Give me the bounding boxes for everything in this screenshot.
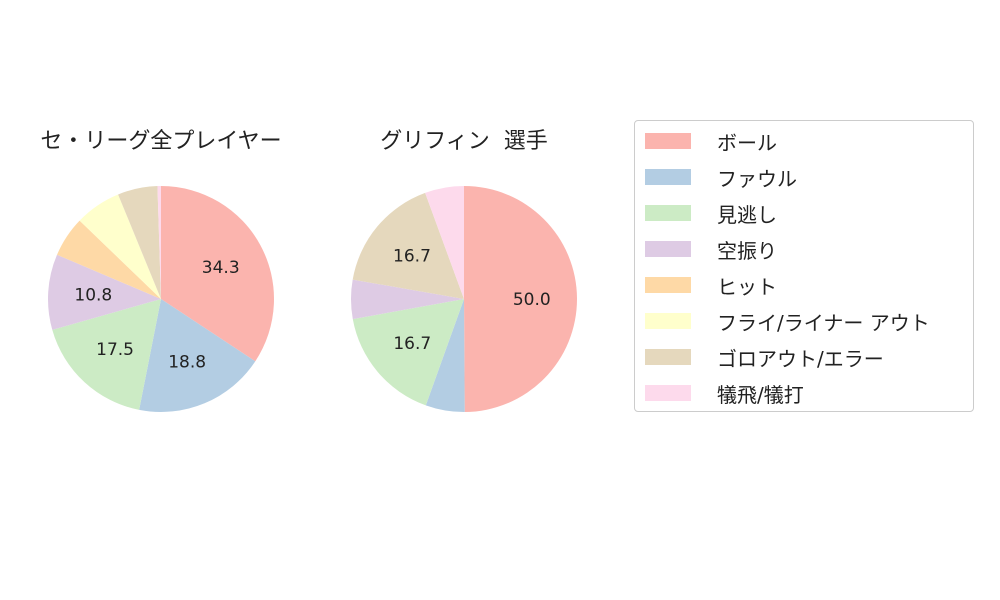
pie-slice-0-1: [139, 299, 256, 412]
pie-data-label-1-0: 50.0: [513, 290, 551, 310]
legend-item: 見逃し: [645, 201, 777, 227]
legend-swatch: [645, 349, 691, 365]
legend: ボールファウル見逃し空振りヒットフライ/ライナー アウト ゴロアウト/エラー 犠飛/…: [634, 120, 974, 412]
pie-slice-0-5: [79, 194, 161, 299]
pie-slice-0-7: [157, 186, 161, 299]
legend-item: ファウル: [645, 165, 797, 191]
legend-label: 空振り: [717, 238, 777, 263]
pie-title-league: セ・リーグ全プレイヤー: [40, 129, 281, 154]
pie-chart-player: 50.0 16.7 16.7: [351, 186, 577, 412]
pie-data-label-0-1: 18.8: [168, 353, 206, 373]
pie-title-player: グリフィン 選手: [380, 129, 548, 154]
legend-item: ゴロアウト/エラー: [645, 345, 884, 371]
pie-data-label-0-2: 17.5: [96, 340, 134, 360]
legend-item: 犠飛/犠打: [645, 381, 804, 407]
pie-slice-0-3: [48, 254, 162, 330]
pie-slice-1-3: [351, 279, 464, 320]
pie-slice-0-2: [52, 299, 161, 410]
pie-slice-1-2: [352, 299, 464, 406]
pie-data-label-1-6: 16.7: [393, 247, 431, 267]
legend-item: フライ/ライナー アウト: [645, 309, 930, 335]
pie-slice-1-6: [352, 192, 464, 299]
legend-label: ファウル: [717, 166, 797, 191]
legend-swatch: [645, 385, 691, 401]
legend-swatch: [645, 169, 691, 185]
pie-slice-0-6: [118, 186, 161, 299]
pie-slice-1-1: [425, 299, 465, 412]
pie-slice-1-7: [425, 186, 464, 299]
pie-data-label-0-0: 34.3: [202, 258, 240, 278]
legend-swatch: [645, 205, 691, 221]
legend-swatch: [645, 133, 691, 149]
pie-data-label-1-2: 16.7: [393, 334, 431, 354]
legend-swatch: [645, 277, 691, 293]
pie-slice-0-4: [57, 220, 161, 299]
legend-label: フライ/ライナー アウト: [717, 310, 930, 335]
legend-swatch: [645, 313, 691, 329]
pie-slice-0-0: [161, 185, 275, 362]
legend-item: ボール: [645, 129, 777, 155]
pie-chart-league: 34.3 18.8 17.5 10.8: [48, 185, 275, 412]
legend-item: 空振り: [645, 237, 777, 263]
legend-label: ゴロアウト/エラー: [717, 346, 884, 371]
legend-label: ヒット: [717, 274, 777, 299]
legend-label: 見逃し: [717, 202, 777, 227]
legend-item: ヒット: [645, 273, 777, 299]
legend-label: ボール: [717, 130, 777, 155]
legend-label: 犠飛/犠打: [717, 382, 804, 407]
pie-data-label-0-3: 10.8: [74, 286, 112, 306]
pie-slice-1-0: [464, 186, 577, 412]
legend-swatch: [645, 241, 691, 257]
